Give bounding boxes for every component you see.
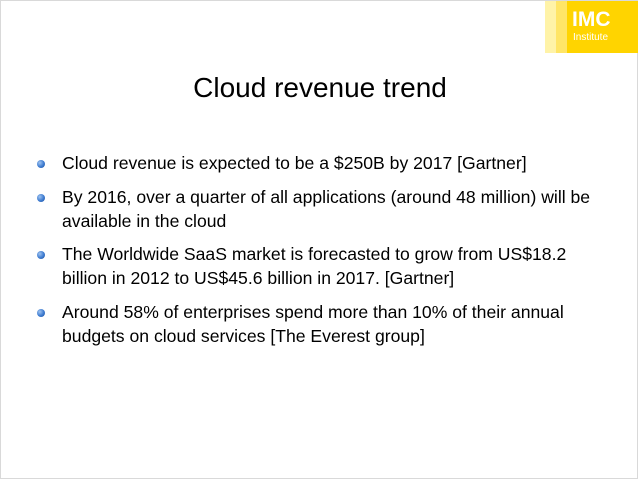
- bullet-item: Cloud revenue is expected to be a $250B …: [37, 151, 597, 175]
- logo-stripe-medium: [556, 1, 567, 53]
- slide-title: Cloud revenue trend: [193, 72, 447, 103]
- logo-text-main: IMC: [572, 8, 611, 31]
- imc-institute-logo: IMC Institute: [567, 1, 638, 53]
- bullet-icon: [37, 308, 45, 317]
- bullet-text: The Worldwide SaaS market is forecasted …: [62, 244, 567, 288]
- bullet-text: Cloud revenue is expected to be a $250B …: [62, 153, 527, 173]
- bullet-item: Around 58% of enterprises spend more tha…: [37, 300, 597, 348]
- bullet-icon: [37, 251, 45, 259]
- bullet-text: Around 58% of enterprises spend more tha…: [62, 301, 564, 346]
- logo-text-sub: Institute: [573, 32, 609, 43]
- bullet-item: The Worldwide SaaS market is forecasted …: [37, 242, 597, 290]
- logo-stripe-light: [545, 1, 556, 53]
- bullet-text: By 2016, over a quarter of all applicati…: [62, 186, 591, 231]
- bullet-list: Cloud revenue is expected to be a $250B …: [37, 151, 597, 357]
- bullet-icon: [37, 193, 45, 202]
- bullet-item: By 2016, over a quarter of all applicati…: [37, 185, 597, 233]
- bullet-icon: [37, 160, 45, 168]
